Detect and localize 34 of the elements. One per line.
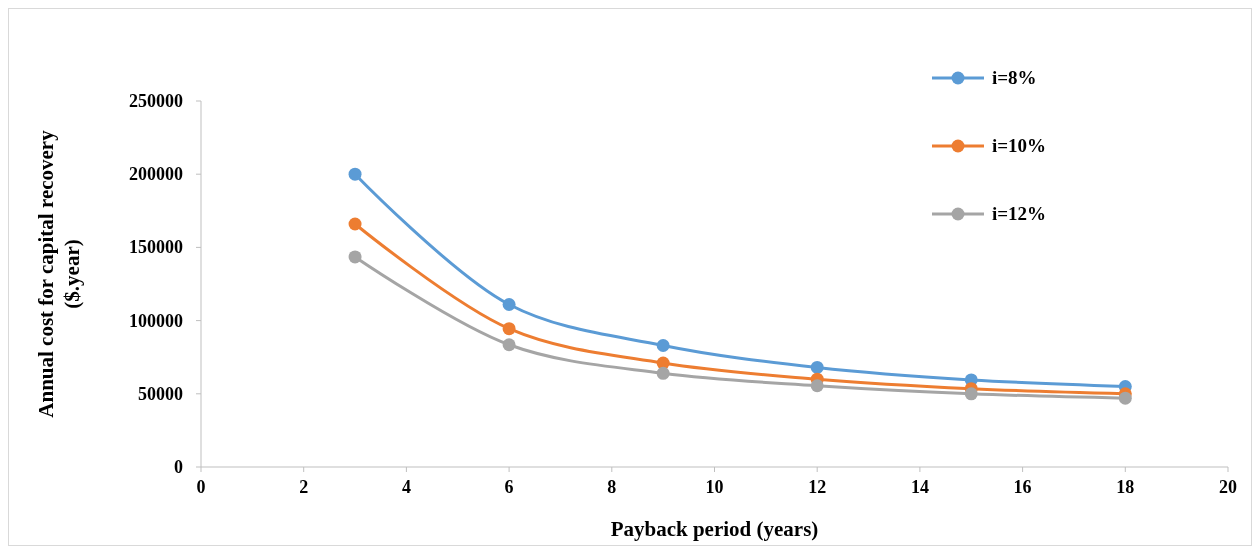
y-tick-label: 150000 xyxy=(129,237,183,258)
x-tick-label: 18 xyxy=(1116,477,1135,497)
point xyxy=(810,360,824,374)
x-tick-label: 20 xyxy=(1219,477,1237,497)
x-tick-label: 8 xyxy=(607,477,617,497)
y-tick-label: 50000 xyxy=(138,383,183,404)
point xyxy=(348,217,362,231)
x-tick-label: 10 xyxy=(705,477,724,497)
x-tick-label: 14 xyxy=(910,477,929,497)
point xyxy=(502,322,516,336)
x-tick-label: 16 xyxy=(1013,477,1032,497)
point xyxy=(502,298,516,311)
x-tick-label: 0 xyxy=(196,477,206,497)
y-tick-label: 0 xyxy=(174,457,183,477)
y-tick-label: 100000 xyxy=(129,310,183,331)
x-tick-label: 6 xyxy=(504,477,514,497)
point xyxy=(964,387,978,401)
point xyxy=(348,167,362,181)
y-tick-label: 250000 xyxy=(129,91,183,111)
point xyxy=(656,366,670,380)
legend-label: i=12% xyxy=(992,203,1047,224)
x-tick-label: 4 xyxy=(401,477,411,497)
legend-label: i=10% xyxy=(992,135,1047,156)
point xyxy=(502,338,516,352)
point xyxy=(348,250,362,264)
legend-label: i=8% xyxy=(992,67,1037,88)
point xyxy=(1118,391,1132,405)
x-axis-title: Payback period (years) xyxy=(610,517,819,541)
y-tick-label: 200000 xyxy=(129,164,183,185)
x-tick-label: 12 xyxy=(808,477,827,497)
point xyxy=(810,379,824,393)
point xyxy=(656,338,670,352)
y-axis-title: Annual cost for capital recovery ($.year) xyxy=(34,129,84,418)
x-tick-label: 2 xyxy=(299,477,309,497)
